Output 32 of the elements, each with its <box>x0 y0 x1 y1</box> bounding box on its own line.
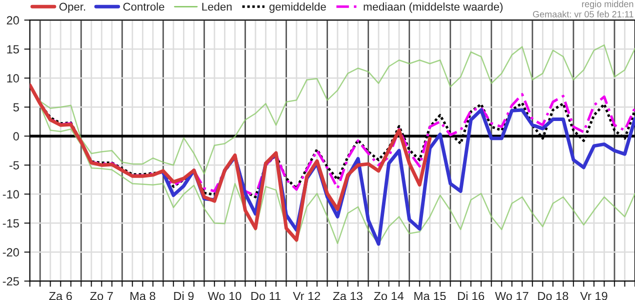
y-tick-label: -10 <box>2 190 19 198</box>
x-tick-label: Vr 12 <box>292 292 320 300</box>
y-tick-label: -15 <box>2 219 19 228</box>
x-tick-label: Za 13 <box>333 292 362 300</box>
legend-label: gemiddelde <box>269 2 326 13</box>
legend-label: Oper. <box>59 2 86 13</box>
y-tick-label: 5 <box>13 103 19 112</box>
x-tick-label: Zo 7 <box>90 292 113 300</box>
y-tick-label: 0 <box>13 132 19 140</box>
y-tick-label: 15 <box>7 45 19 54</box>
x-tick-label: Zo 14 <box>374 292 404 300</box>
x-tick-label: Wo 10 <box>208 292 242 300</box>
y-tick-label: -5 <box>9 161 19 170</box>
x-tick-label: Wo 17 <box>495 292 528 300</box>
legend-label: mediaan (middelste waarde) <box>364 2 503 13</box>
x-tick-label: Ma 8 <box>130 292 156 300</box>
x-tick-label: Do 18 <box>538 292 568 300</box>
legend-label: Controle <box>123 2 164 11</box>
legend-label: Leden <box>202 2 232 11</box>
text: Gemaakt: vr 05 feb 21:11 <box>532 10 634 18</box>
x-tick-label: Do 11 <box>251 292 280 300</box>
x-tick-label: Di 16 <box>458 292 484 300</box>
y-tick-label: -20 <box>2 248 19 256</box>
x-tick-label: Vr 19 <box>580 292 608 300</box>
y-tick-label: 10 <box>7 74 19 82</box>
x-tick-label: Di 9 <box>174 292 194 300</box>
line-series <box>30 83 432 242</box>
x-tick-label: Ma 15 <box>414 292 446 300</box>
x-tick-label: Za 6 <box>49 292 72 300</box>
y-tick-label: -25 <box>2 277 19 286</box>
y-tick-label: 20 <box>6 16 19 24</box>
text: regio midden <box>582 0 634 10</box>
